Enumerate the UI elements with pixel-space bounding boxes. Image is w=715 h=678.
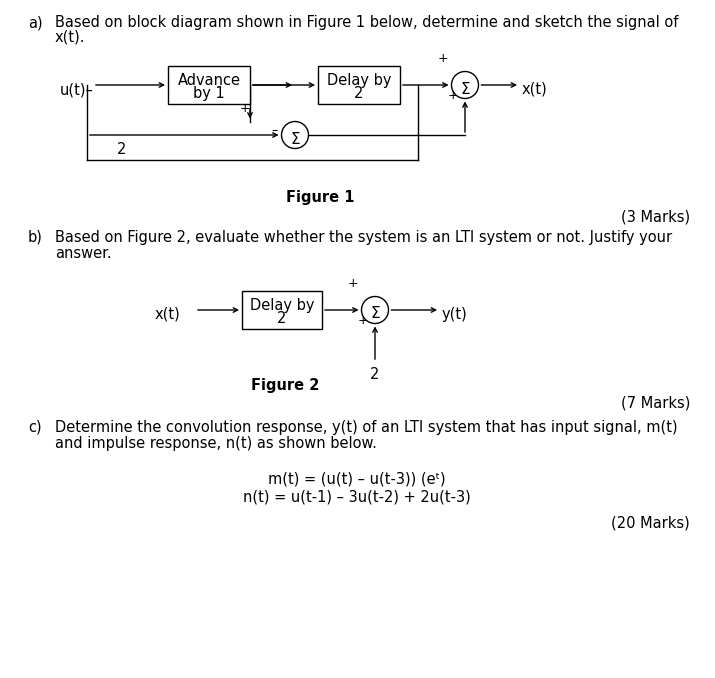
Circle shape — [451, 71, 478, 98]
Text: Σ: Σ — [460, 81, 470, 96]
Text: 2: 2 — [370, 367, 380, 382]
Circle shape — [362, 296, 388, 323]
Text: +: + — [438, 52, 448, 66]
Text: Delay by: Delay by — [327, 73, 391, 88]
Text: Determine the convolution response, y(t) of an LTI system that has input signal,: Determine the convolution response, y(t)… — [55, 420, 678, 435]
Text: +: + — [240, 102, 250, 115]
Text: by 1: by 1 — [193, 86, 225, 101]
Text: Delay by: Delay by — [250, 298, 315, 313]
Text: 2: 2 — [355, 86, 364, 101]
Text: c): c) — [28, 420, 41, 435]
Text: Figure 1: Figure 1 — [286, 190, 354, 205]
Text: b): b) — [28, 230, 43, 245]
Text: Advance: Advance — [177, 73, 240, 88]
Text: a): a) — [28, 15, 43, 30]
Text: y(t): y(t) — [442, 306, 468, 321]
Text: Based on block diagram shown in Figure 1 below, determine and sketch the signal : Based on block diagram shown in Figure 1… — [55, 15, 679, 30]
Bar — [242, 291, 322, 329]
Text: u(t)–: u(t)– — [60, 83, 94, 98]
Text: n(t) = u(t-1) – 3u(t-2) + 2u(t-3): n(t) = u(t-1) – 3u(t-2) + 2u(t-3) — [243, 490, 471, 505]
Text: x(t).: x(t). — [55, 30, 86, 45]
Circle shape — [282, 121, 308, 148]
Text: +: + — [358, 315, 368, 327]
Text: (7 Marks): (7 Marks) — [621, 396, 690, 411]
Text: Σ: Σ — [290, 132, 300, 146]
Bar — [168, 66, 250, 104]
Text: (3 Marks): (3 Marks) — [621, 210, 690, 225]
Text: Based on Figure 2, evaluate whether the system is an LTI system or not. Justify : Based on Figure 2, evaluate whether the … — [55, 230, 672, 245]
Bar — [318, 66, 400, 104]
Text: 2: 2 — [117, 142, 127, 157]
Text: +: + — [348, 277, 358, 290]
Text: and impulse response, n(t) as shown below.: and impulse response, n(t) as shown belo… — [55, 436, 377, 451]
Text: Σ: Σ — [370, 306, 380, 321]
Text: m(t) = (u(t) – u(t-3)) (eᵗ): m(t) = (u(t) – u(t-3)) (eᵗ) — [268, 472, 446, 487]
Text: answer.: answer. — [55, 246, 112, 261]
Text: x(t): x(t) — [522, 81, 548, 96]
Text: –: – — [271, 125, 277, 138]
Text: x(t): x(t) — [155, 306, 181, 321]
Text: +: + — [448, 89, 458, 102]
Text: 2: 2 — [277, 311, 287, 326]
Text: (20 Marks): (20 Marks) — [611, 515, 690, 530]
Text: Figure 2: Figure 2 — [251, 378, 319, 393]
